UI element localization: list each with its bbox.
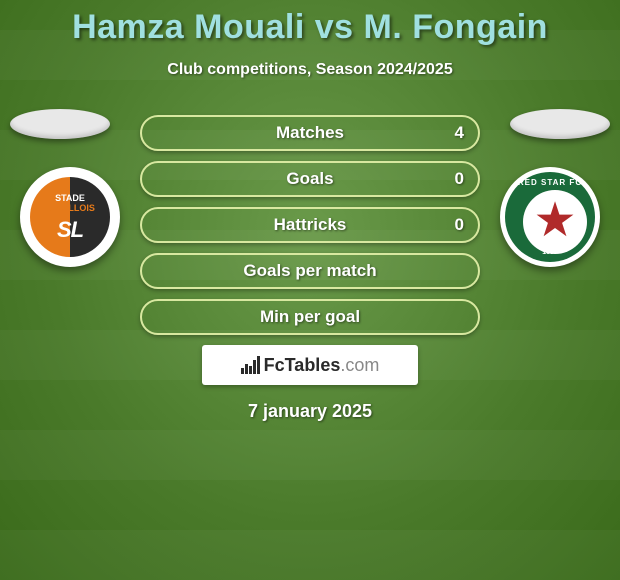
stat-label: Goals — [142, 163, 478, 195]
stat-right-value: 4 — [455, 117, 464, 149]
club-right-name: RED STAR FC — [505, 178, 595, 187]
date-label: 7 january 2025 — [0, 401, 620, 422]
stat-row: Hattricks 0 — [140, 207, 480, 243]
club-left-line2: LAVALLOIS — [45, 203, 95, 213]
branding-badge: FcTables.com — [202, 345, 418, 385]
star-icon: ★ — [533, 197, 576, 245]
stat-label: Matches — [142, 117, 478, 149]
club-left-logo: STADE LAVALLOIS SL — [20, 167, 120, 267]
player-right-flag — [510, 109, 610, 139]
stat-row: Matches 4 — [140, 115, 480, 151]
stat-right-value: 0 — [455, 209, 464, 241]
stat-right-value: 0 — [455, 163, 464, 195]
chart-icon — [241, 356, 260, 374]
club-right-logo: RED STAR FC ★ 1897 — [500, 167, 600, 267]
comparison-area: STADE LAVALLOIS SL RED STAR FC ★ 1897 Ma… — [0, 109, 620, 422]
stat-row: Goals per match — [140, 253, 480, 289]
subtitle: Club competitions, Season 2024/2025 — [0, 61, 620, 79]
club-left-line1: STADE — [55, 193, 85, 203]
club-right-year: 1897 — [505, 249, 595, 256]
stat-label: Min per goal — [142, 301, 478, 333]
page-title: Hamza Mouali vs M. Fongain — [0, 0, 620, 47]
club-left-initials: SL — [30, 217, 110, 243]
stats-list: Matches 4 Goals 0 Hattricks 0 Goals per … — [140, 109, 480, 335]
stat-label: Goals per match — [142, 255, 478, 287]
stat-label: Hattricks — [142, 209, 478, 241]
stat-row: Min per goal — [140, 299, 480, 335]
stat-row: Goals 0 — [140, 161, 480, 197]
player-left-flag — [10, 109, 110, 139]
branding-text: FcTables.com — [264, 355, 380, 376]
